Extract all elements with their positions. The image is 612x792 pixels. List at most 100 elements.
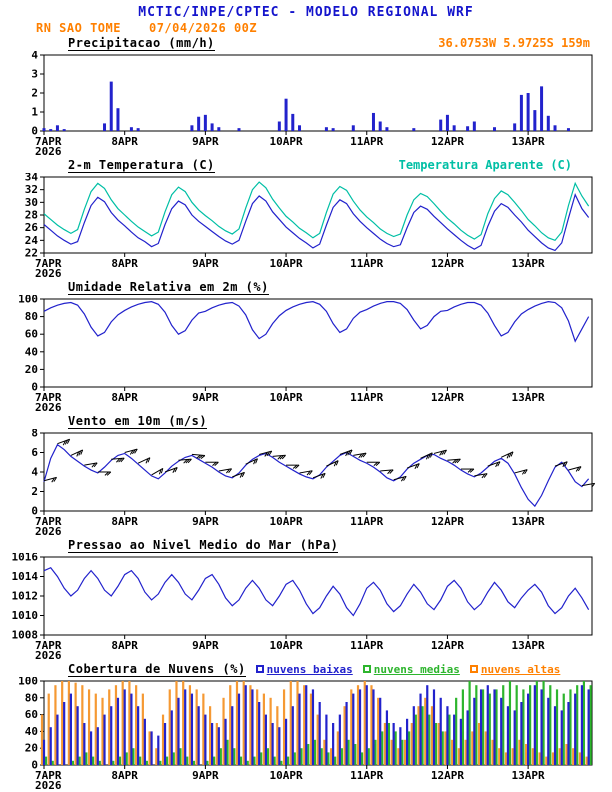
svg-text:9APR: 9APR [192,515,219,528]
svg-text:1014: 1014 [12,570,39,583]
svg-text:7APR: 7APR [35,769,62,782]
temperature-header: 2-m Temperatura (C) Temperatura Aparente… [0,158,612,173]
svg-text:11APR: 11APR [350,515,383,528]
pressure-header: Pressao ao Nivel Medio do Mar (hPa) [0,538,612,553]
svg-text:4: 4 [31,466,38,479]
high-clouds-label: nuvens altas [480,662,561,676]
panel-clouds: Cobertura de Nuvens (%) nuvens baixas nuv… [0,662,612,791]
svg-text:10APR: 10APR [269,515,302,528]
svg-text:20: 20 [25,742,38,755]
svg-text:60: 60 [25,328,38,341]
svg-text:34: 34 [25,173,39,184]
svg-text:2: 2 [31,87,38,100]
svg-text:80: 80 [25,310,38,323]
legend-mid-clouds: nuvens medias [362,662,460,676]
svg-text:9APR: 9APR [192,639,219,652]
svg-text:0: 0 [31,381,38,394]
svg-text:12APR: 12APR [431,515,464,528]
svg-text:2026: 2026 [35,779,62,791]
low-clouds-swatch [255,665,264,673]
svg-text:26: 26 [25,221,39,234]
svg-text:8APR: 8APR [111,257,138,270]
high-clouds-swatch [469,665,478,673]
svg-text:9APR: 9APR [192,391,219,404]
mid-clouds-swatch [362,665,371,673]
svg-text:11APR: 11APR [350,769,383,782]
apparent-temperature-label: Temperatura Aparente (C) [398,158,572,172]
humidity-header: Umidade Relativa em 2m (%) [0,280,612,295]
svg-text:13APR: 13APR [512,391,545,404]
svg-text:6: 6 [31,446,38,459]
svg-text:60: 60 [25,708,38,721]
low-clouds-label: nuvens baixas [266,662,353,676]
svg-text:10APR: 10APR [269,769,302,782]
legend-high-clouds: nuvens altas [469,662,561,676]
precipitation-header: Precipitacao (mm/h) 36.0753W 5.9725S 159… [0,36,612,51]
wind-header: Vento em 10m (m/s) [0,414,612,429]
svg-text:1: 1 [31,106,38,119]
svg-text:10APR: 10APR [269,391,302,404]
svg-text:80: 80 [25,691,38,704]
svg-text:1008: 1008 [12,629,39,642]
svg-text:9APR: 9APR [192,769,219,782]
svg-text:1012: 1012 [12,590,39,603]
svg-text:100: 100 [18,677,38,688]
svg-text:9APR: 9APR [192,257,219,270]
svg-text:7APR: 7APR [35,135,62,148]
svg-text:8APR: 8APR [111,391,138,404]
wind-title: Vento em 10m (m/s) [68,414,208,429]
run-datetime: 07/04/2026 00Z [148,21,258,35]
panel-precipitation: Precipitacao (mm/h) 36.0753W 5.9725S 159… [0,36,612,157]
svg-text:3: 3 [31,68,38,81]
svg-text:7APR: 7APR [35,515,62,528]
clouds-title: Cobertura de Nuvens (%) [68,662,246,677]
svg-text:22: 22 [25,247,38,260]
svg-text:13APR: 13APR [512,639,545,652]
precipitation-title: Precipitacao (mm/h) [68,36,215,51]
svg-text:0: 0 [31,125,38,138]
header: MCTIC/INPE/CPTEC - MODELO REGIONAL WRF R… [0,5,612,35]
svg-text:13APR: 13APR [512,769,545,782]
page-title: MCTIC/INPE/CPTEC - MODELO REGIONAL WRF [138,5,474,20]
svg-text:40: 40 [25,725,38,738]
svg-text:11APR: 11APR [350,135,383,148]
svg-text:8APR: 8APR [111,639,138,652]
temperature-title: 2-m Temperatura (C) [68,158,215,173]
humidity-title: Umidade Relativa em 2m (%) [68,280,269,295]
svg-text:28: 28 [25,209,38,222]
cloud-legend: nuvens baixas nuvens medias nuvens altas [255,662,561,676]
svg-text:0: 0 [31,505,38,518]
panel-pressure: Pressao ao Nivel Medio do Mar (hPa) 1008… [0,538,612,661]
svg-text:1016: 1016 [12,553,39,564]
svg-text:2026: 2026 [35,525,62,537]
svg-text:100: 100 [18,295,38,306]
legend-low-clouds: nuvens baixas [255,662,353,676]
mid-clouds-label: nuvens medias [373,662,460,676]
panel-humidity: Umidade Relativa em 2m (%) 0 20 40 60 80 100 7… [0,280,612,413]
svg-text:40: 40 [25,345,38,358]
svg-text:7APR: 7APR [35,639,62,652]
svg-text:1010: 1010 [12,609,39,622]
svg-text:12APR: 12APR [431,639,464,652]
svg-text:10APR: 10APR [269,257,302,270]
svg-text:13APR: 13APR [512,257,545,270]
panel-temperature: 2-m Temperatura (C) Temperatura Aparente… [0,158,612,279]
svg-text:10APR: 10APR [269,135,302,148]
svg-text:12APR: 12APR [431,135,464,148]
svg-text:7APR: 7APR [35,257,62,270]
svg-text:12APR: 12APR [431,391,464,404]
svg-text:13APR: 13APR [512,515,545,528]
svg-text:2: 2 [31,485,38,498]
svg-text:9APR: 9APR [192,135,219,148]
header-subtitle: RN SAO TOME 07/04/2026 00Z [36,21,612,35]
svg-text:13APR: 13APR [512,135,545,148]
svg-text:12APR: 12APR [431,257,464,270]
svg-text:8APR: 8APR [111,135,138,148]
svg-text:0: 0 [31,759,38,772]
